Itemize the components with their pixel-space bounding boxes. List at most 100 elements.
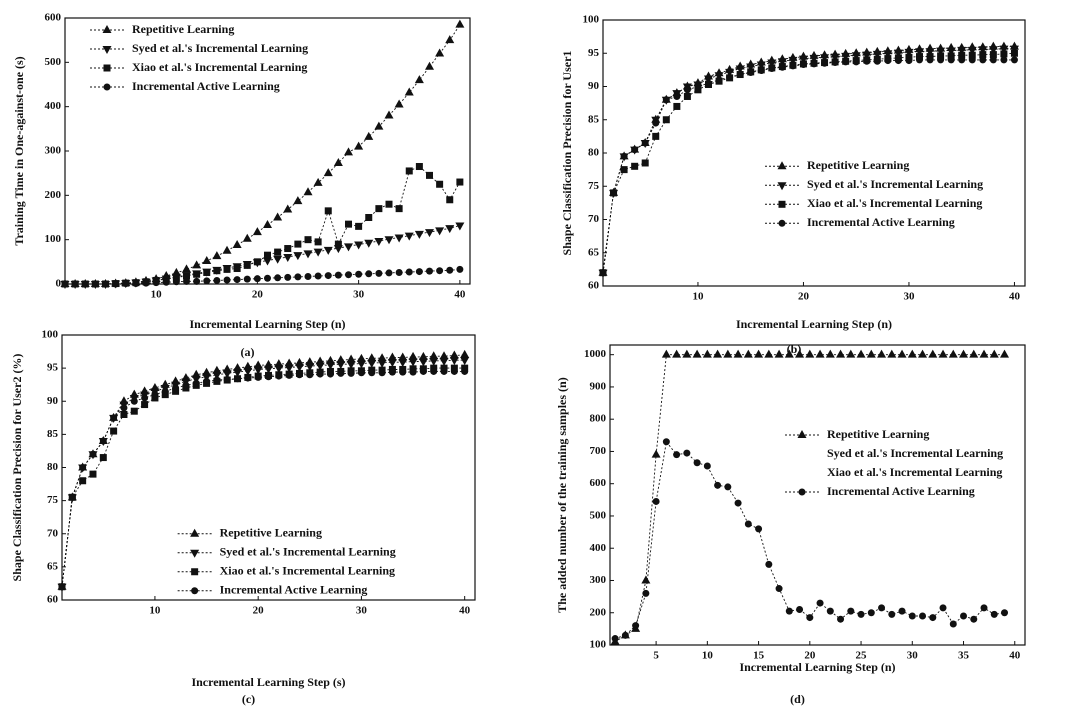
marker <box>789 62 797 70</box>
marker <box>979 51 987 59</box>
marker <box>884 57 892 65</box>
y-tick-label: 1000 <box>584 348 607 360</box>
marker <box>979 56 987 64</box>
marker <box>79 477 87 485</box>
x-tick-label: 20 <box>798 291 810 303</box>
marker <box>334 240 342 248</box>
series-line <box>65 165 461 285</box>
marker <box>959 349 969 358</box>
marker <box>357 369 365 377</box>
plot-frame <box>64 17 471 285</box>
marker <box>652 132 660 140</box>
marker <box>970 615 978 623</box>
marker <box>830 53 840 62</box>
marker <box>673 451 681 459</box>
marker <box>704 75 713 84</box>
marker <box>305 363 315 372</box>
marker <box>304 272 312 280</box>
marker <box>733 349 743 358</box>
marker <box>715 76 723 84</box>
marker <box>161 387 169 395</box>
marker <box>110 414 118 422</box>
marker <box>203 277 211 285</box>
marker <box>183 277 190 285</box>
y-tick-label: 400 <box>590 542 607 554</box>
marker <box>110 427 118 435</box>
x-tick-label: 15 <box>753 650 765 662</box>
marker <box>102 46 112 54</box>
marker <box>192 379 200 387</box>
marker <box>405 268 413 276</box>
marker <box>938 349 948 358</box>
y-tick-label: 70 <box>588 213 600 225</box>
marker <box>764 349 774 358</box>
marker <box>324 272 332 280</box>
marker <box>89 470 97 478</box>
marker <box>631 146 639 154</box>
marker <box>172 384 180 392</box>
marker <box>345 271 352 279</box>
caption: (c) <box>242 692 255 706</box>
marker <box>243 275 251 283</box>
series-line <box>602 59 1015 273</box>
marker <box>285 371 293 379</box>
y-axis-label: Training Time in One-against-one (s) <box>12 56 26 245</box>
marker <box>673 102 681 110</box>
marker <box>356 353 366 362</box>
marker <box>323 246 333 255</box>
marker <box>418 358 428 367</box>
marker <box>263 220 272 229</box>
marker <box>831 59 839 67</box>
marker <box>283 253 293 262</box>
x-tick-label: 10 <box>702 650 714 662</box>
marker <box>726 73 734 81</box>
marker <box>908 612 916 620</box>
marker <box>765 560 773 568</box>
marker <box>873 57 881 65</box>
marker <box>364 239 374 248</box>
marker <box>404 232 414 241</box>
marker <box>375 269 383 277</box>
marker <box>682 349 692 358</box>
legend-label: Repetitive Learning <box>827 427 929 441</box>
marker <box>439 357 449 366</box>
marker <box>99 437 107 445</box>
marker <box>152 279 160 287</box>
marker <box>415 268 423 276</box>
marker <box>767 59 777 68</box>
marker <box>213 267 221 275</box>
marker <box>336 361 346 370</box>
marker <box>367 353 377 362</box>
marker <box>102 25 112 33</box>
marker <box>734 499 742 507</box>
panel: 100 200 300 400 500 600 700 800 900 1000 5 10 15 20 25… <box>555 344 1026 706</box>
marker <box>815 349 825 358</box>
marker <box>375 205 383 213</box>
marker <box>757 67 765 75</box>
marker <box>898 607 906 615</box>
marker <box>191 587 199 595</box>
marker <box>878 604 886 612</box>
y-tick-label: 85 <box>588 113 600 125</box>
marker <box>337 369 345 377</box>
marker <box>837 615 845 623</box>
marker <box>436 267 444 275</box>
marker <box>399 368 407 376</box>
x-tick-label: 35 <box>958 650 970 662</box>
marker <box>1010 56 1018 64</box>
marker <box>440 367 448 375</box>
marker <box>795 349 805 358</box>
marker <box>426 267 433 275</box>
marker <box>408 351 418 360</box>
marker <box>455 19 465 28</box>
marker <box>223 375 231 383</box>
marker <box>202 255 212 264</box>
marker <box>223 276 231 284</box>
marker <box>222 370 232 379</box>
marker <box>254 373 262 381</box>
caption: (a) <box>241 345 255 359</box>
marker <box>409 368 417 376</box>
y-tick-label: 80 <box>47 461 59 473</box>
marker <box>820 54 830 63</box>
